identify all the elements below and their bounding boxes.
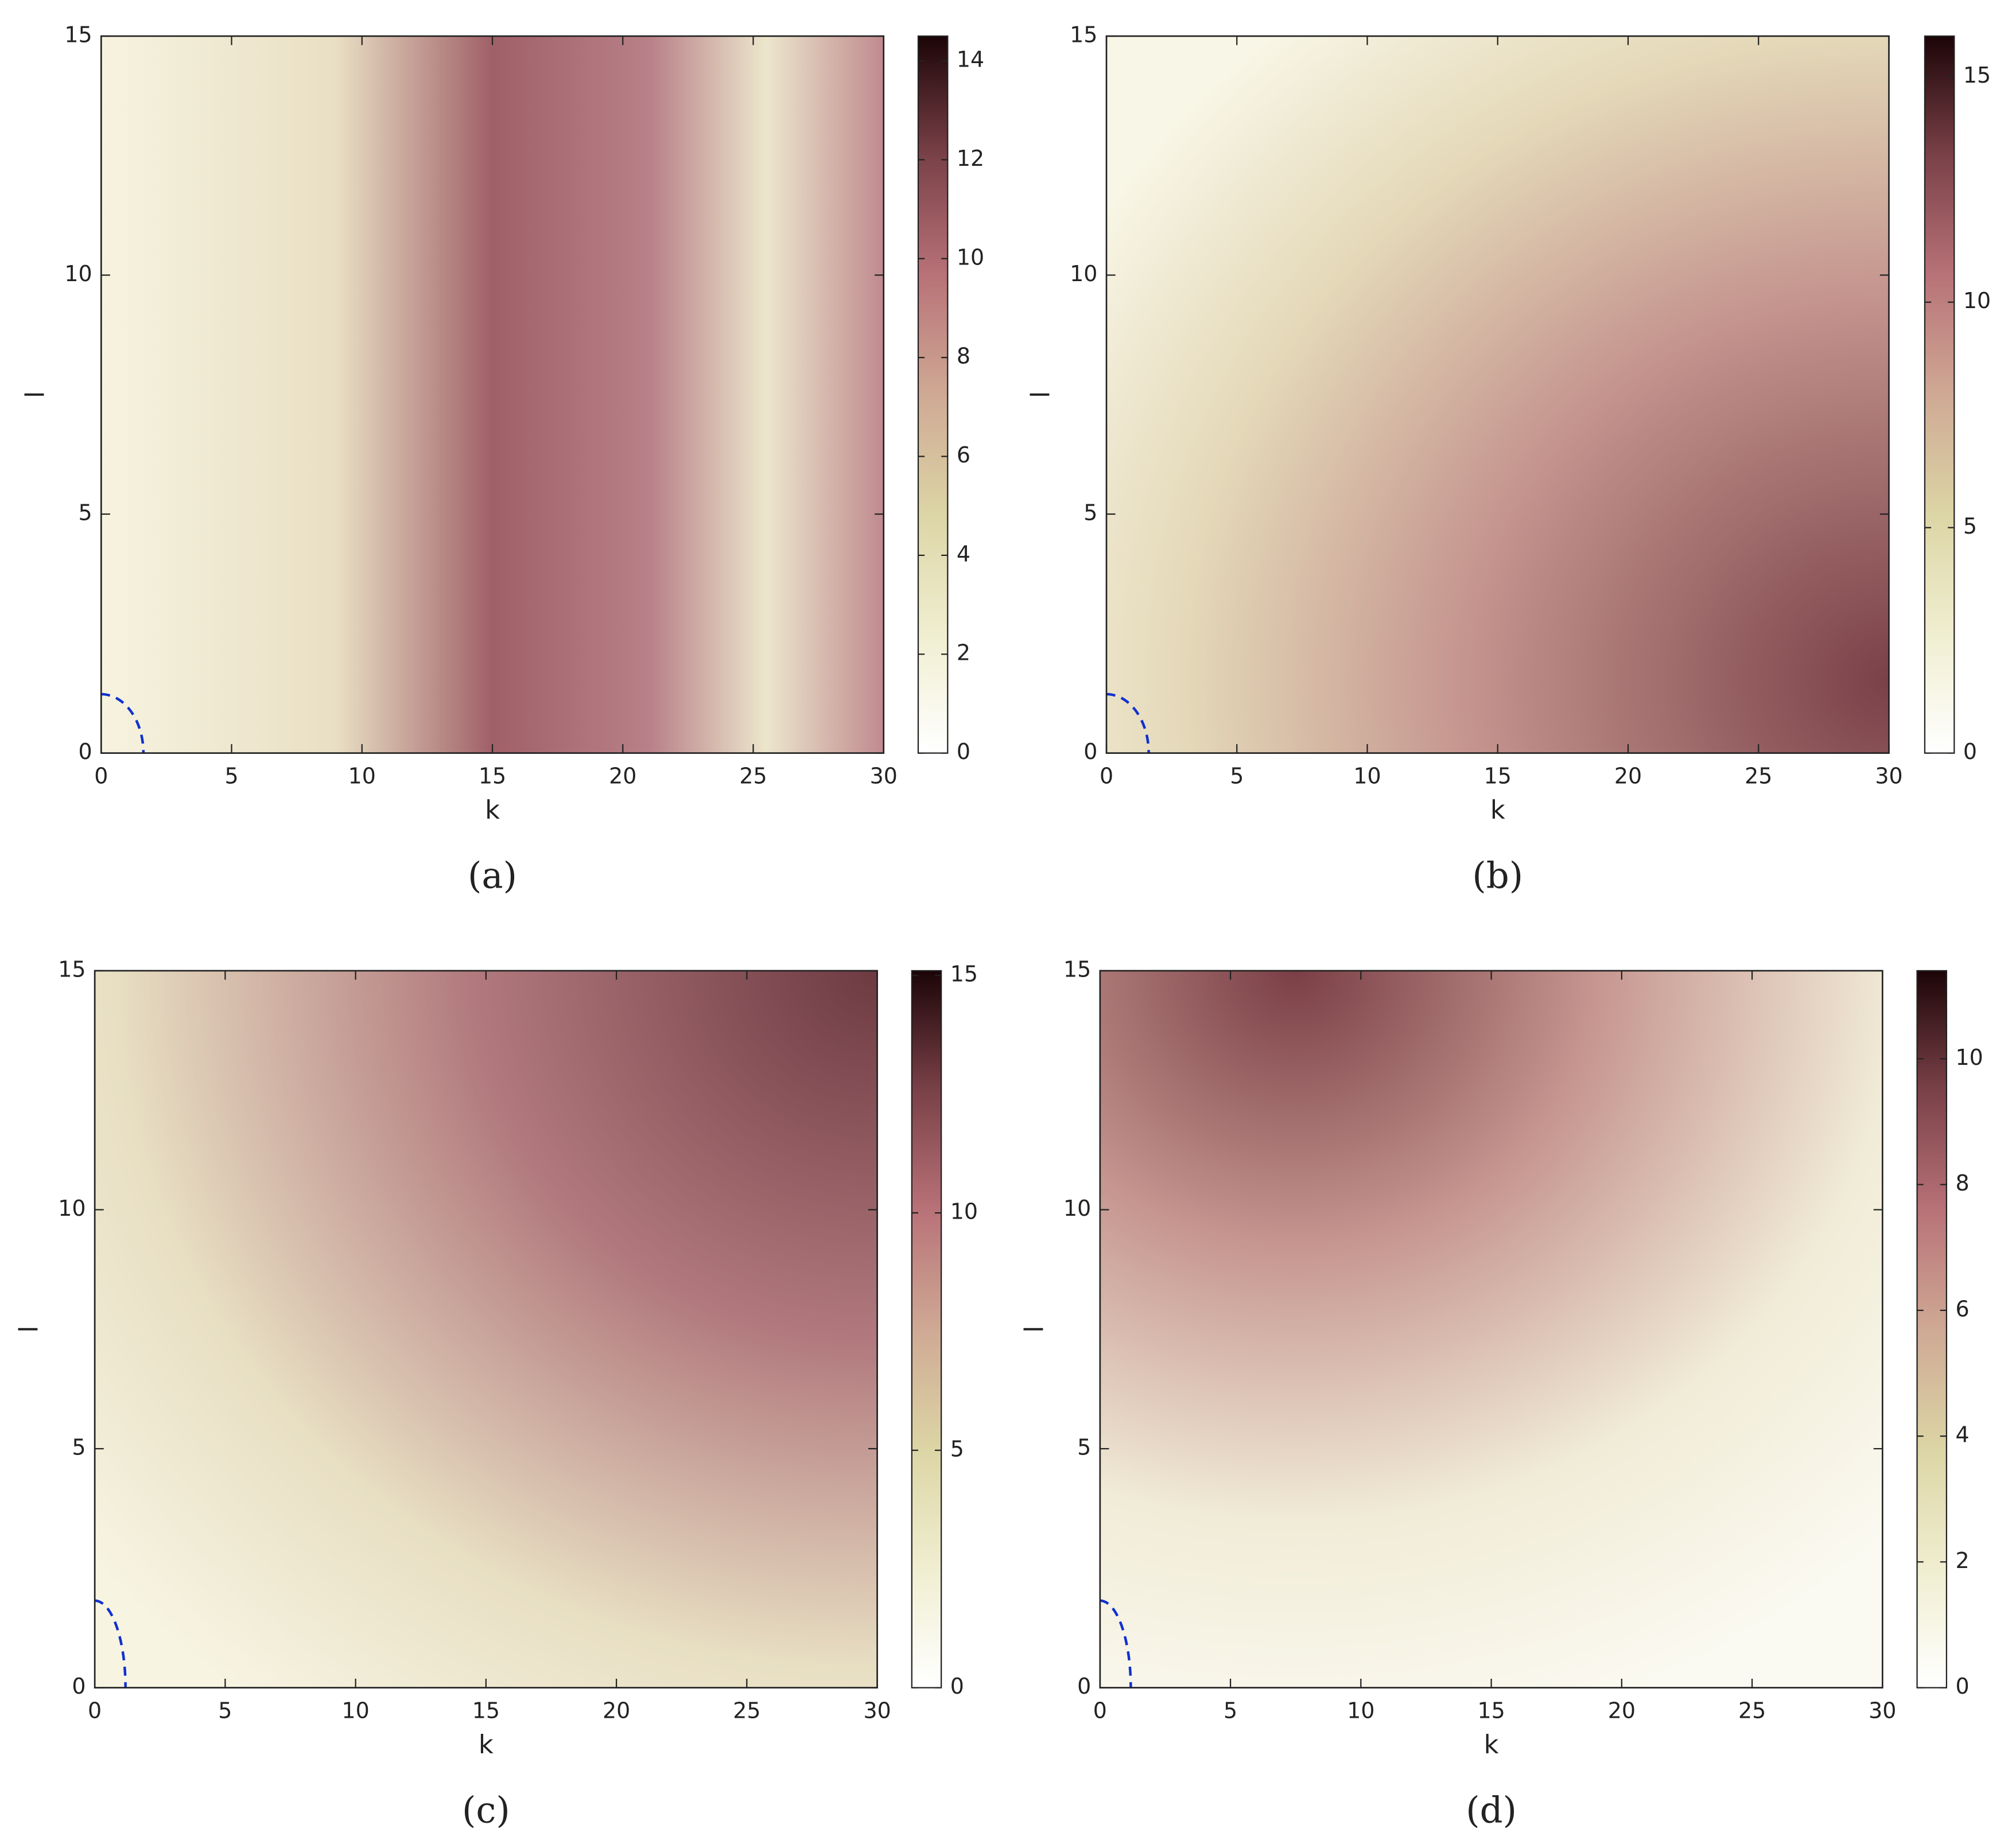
colorbar: [1916, 970, 1948, 1689]
x-tick-label: 30: [870, 763, 898, 788]
y-tick-label: 10: [64, 261, 92, 286]
colorbar: [911, 970, 942, 1689]
x-tick-label: 20: [1608, 1698, 1636, 1723]
x-tick-label: 0: [1093, 1698, 1107, 1723]
y-tick-label: 0: [1083, 739, 1097, 764]
heatmap-field: [1100, 970, 1883, 1688]
y-tick-label: 5: [79, 500, 92, 526]
x-tick-label: 5: [1230, 763, 1244, 788]
x-tick-label: 25: [1738, 1698, 1766, 1723]
x-tick-label: 15: [1477, 1698, 1505, 1723]
x-tick-label: 15: [1484, 763, 1512, 788]
colorbar-tick-label: 10: [1956, 1045, 1983, 1070]
colorbar-tick-label: 12: [957, 146, 984, 171]
y-tick-label: 15: [58, 956, 86, 982]
colorbar-tick-label: 10: [1963, 288, 1991, 313]
y-tick-label: 15: [1063, 956, 1091, 982]
x-tick-label: 15: [479, 763, 506, 788]
x-tick-label: 5: [218, 1698, 232, 1723]
x-tick-label: 10: [1353, 763, 1381, 788]
x-tick-label: 0: [1100, 763, 1113, 788]
y-tick-label: 5: [1077, 1435, 1091, 1460]
y-tick-label: 5: [72, 1435, 86, 1460]
x-tick-label: 10: [1347, 1698, 1374, 1723]
colorbar-tick-label: 10: [957, 244, 984, 270]
y-tick-label: 10: [1063, 1196, 1091, 1221]
x-tick-label: 25: [1745, 763, 1772, 788]
colorbar-tick-label: 4: [957, 541, 970, 566]
boundary-arc: [101, 692, 145, 753]
colorbar-tick-label: 5: [950, 1436, 964, 1461]
x-tick-label: 30: [1875, 763, 1902, 788]
x-tick-label: 5: [224, 763, 238, 788]
y-tick-label: 0: [72, 1674, 86, 1699]
y-axis-label: l: [14, 1326, 44, 1333]
colorbar-tick-label: 15: [1963, 63, 1991, 88]
x-tick-label: 30: [863, 1698, 891, 1723]
y-axis-label: l: [21, 391, 51, 398]
y-tick-label: 0: [1077, 1674, 1091, 1699]
colorbar-tick-label: 0: [957, 739, 970, 764]
x-tick-label: 10: [341, 1698, 369, 1723]
colorbar-tick-label: 15: [950, 962, 978, 987]
heatmap-field: [95, 970, 877, 1688]
y-axis-label: l: [1019, 1326, 1049, 1333]
heatmap-field: [1106, 36, 1889, 753]
y-tick-label: 0: [79, 739, 92, 764]
x-axis-label: k: [485, 795, 500, 825]
colorbar-tick-label: 2: [957, 640, 970, 666]
x-axis-label: k: [1490, 795, 1505, 825]
caption: (b): [1472, 854, 1523, 896]
y-tick-label: 5: [1083, 500, 1097, 526]
colorbar-tick-label: 8: [957, 344, 970, 369]
y-axis-label: l: [1026, 391, 1055, 398]
y-tick-label: 10: [58, 1196, 86, 1221]
y-tick-label: 15: [1070, 22, 1097, 47]
colorbar-tick-label: 5: [1963, 513, 1977, 539]
boundary-arc: [1106, 692, 1150, 753]
caption: (c): [462, 1789, 510, 1831]
colorbar-tick-label: 2: [1956, 1548, 1970, 1573]
x-tick-label: 25: [733, 1698, 760, 1723]
colorbar-tick-label: 14: [957, 47, 984, 72]
colorbar-tick-label: 6: [957, 442, 970, 468]
x-tick-label: 25: [739, 763, 767, 788]
colorbar-tick-label: 6: [1956, 1296, 1970, 1321]
colorbar-tick-label: 0: [1963, 739, 1977, 764]
x-tick-label: 30: [1869, 1698, 1896, 1723]
boundary-arc: [1100, 1599, 1132, 1688]
x-axis-label: k: [1484, 1730, 1499, 1760]
colorbar-tick-label: 0: [950, 1674, 964, 1699]
colorbar: [917, 35, 949, 754]
x-tick-label: 15: [472, 1698, 500, 1723]
x-tick-label: 20: [603, 1698, 630, 1723]
y-tick-label: 10: [1070, 261, 1097, 286]
heatmap-field: [101, 36, 884, 753]
y-tick-label: 15: [64, 22, 92, 47]
colorbar-tick-label: 8: [1956, 1170, 1970, 1196]
x-tick-label: 10: [348, 763, 376, 788]
colorbar-tick-label: 10: [950, 1199, 978, 1224]
boundary-arc: [95, 1599, 127, 1688]
x-tick-label: 20: [609, 763, 636, 788]
x-tick-label: 0: [88, 1698, 102, 1723]
x-tick-label: 20: [1614, 763, 1642, 788]
colorbar-tick-label: 0: [1956, 1674, 1970, 1699]
caption: (d): [1466, 1789, 1517, 1831]
colorbar-tick-label: 4: [1956, 1422, 1970, 1448]
x-tick-label: 5: [1224, 1698, 1237, 1723]
x-axis-label: k: [479, 1730, 494, 1760]
caption: (a): [468, 854, 517, 896]
colorbar: [1924, 35, 1955, 754]
x-tick-label: 0: [94, 763, 108, 788]
